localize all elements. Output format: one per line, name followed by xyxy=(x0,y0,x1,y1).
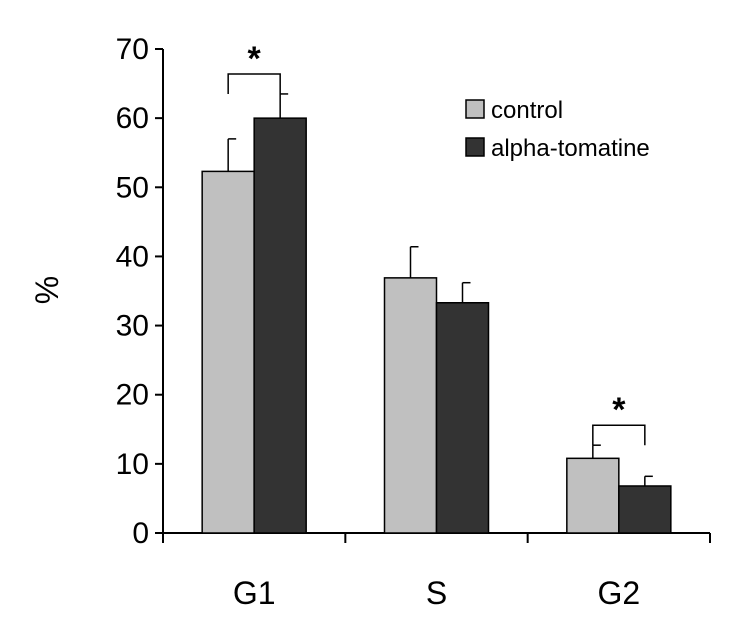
bar-s-control xyxy=(383,277,438,534)
x-tick-label: S xyxy=(426,575,447,611)
legend: control alpha-tomatine xyxy=(465,97,650,162)
y-axis-label: % xyxy=(29,276,65,304)
legend-label-control: control xyxy=(491,97,563,124)
bar-g1-alpha-tomatine xyxy=(253,117,307,534)
legend-swatch-alpha-tomatine xyxy=(465,137,485,157)
y-tick-label: 60 xyxy=(116,102,149,135)
y-tick-label: 40 xyxy=(116,240,149,273)
axes: 0 10 20 30 40 50 60 70 G1 S G2 xyxy=(116,33,711,611)
legend-label-alpha-tomatine: alpha-tomatine xyxy=(491,135,650,162)
bar-g2-alpha-tomatine xyxy=(618,485,672,534)
significance-bracket xyxy=(592,424,646,446)
legend-swatch-control xyxy=(465,99,485,119)
significance-annotations: ** xyxy=(227,40,646,446)
bar-s-alpha-tomatine xyxy=(435,302,490,534)
significance-star: * xyxy=(248,40,262,78)
y-tick-label: 50 xyxy=(116,171,149,204)
y-tick-label: 0 xyxy=(132,517,149,550)
bars xyxy=(201,93,672,534)
bar-g2-control xyxy=(566,457,620,534)
y-tick-label: 30 xyxy=(116,310,149,343)
significance-bracket xyxy=(227,73,281,94)
y-tick-label: 20 xyxy=(116,379,149,412)
significance-star: * xyxy=(612,391,626,429)
x-tick-label: G2 xyxy=(597,575,640,611)
y-tick-label: 70 xyxy=(116,33,149,66)
x-tick-label: G1 xyxy=(233,575,276,611)
bar-g1-control xyxy=(201,170,255,534)
y-tick-label: 10 xyxy=(116,448,149,481)
